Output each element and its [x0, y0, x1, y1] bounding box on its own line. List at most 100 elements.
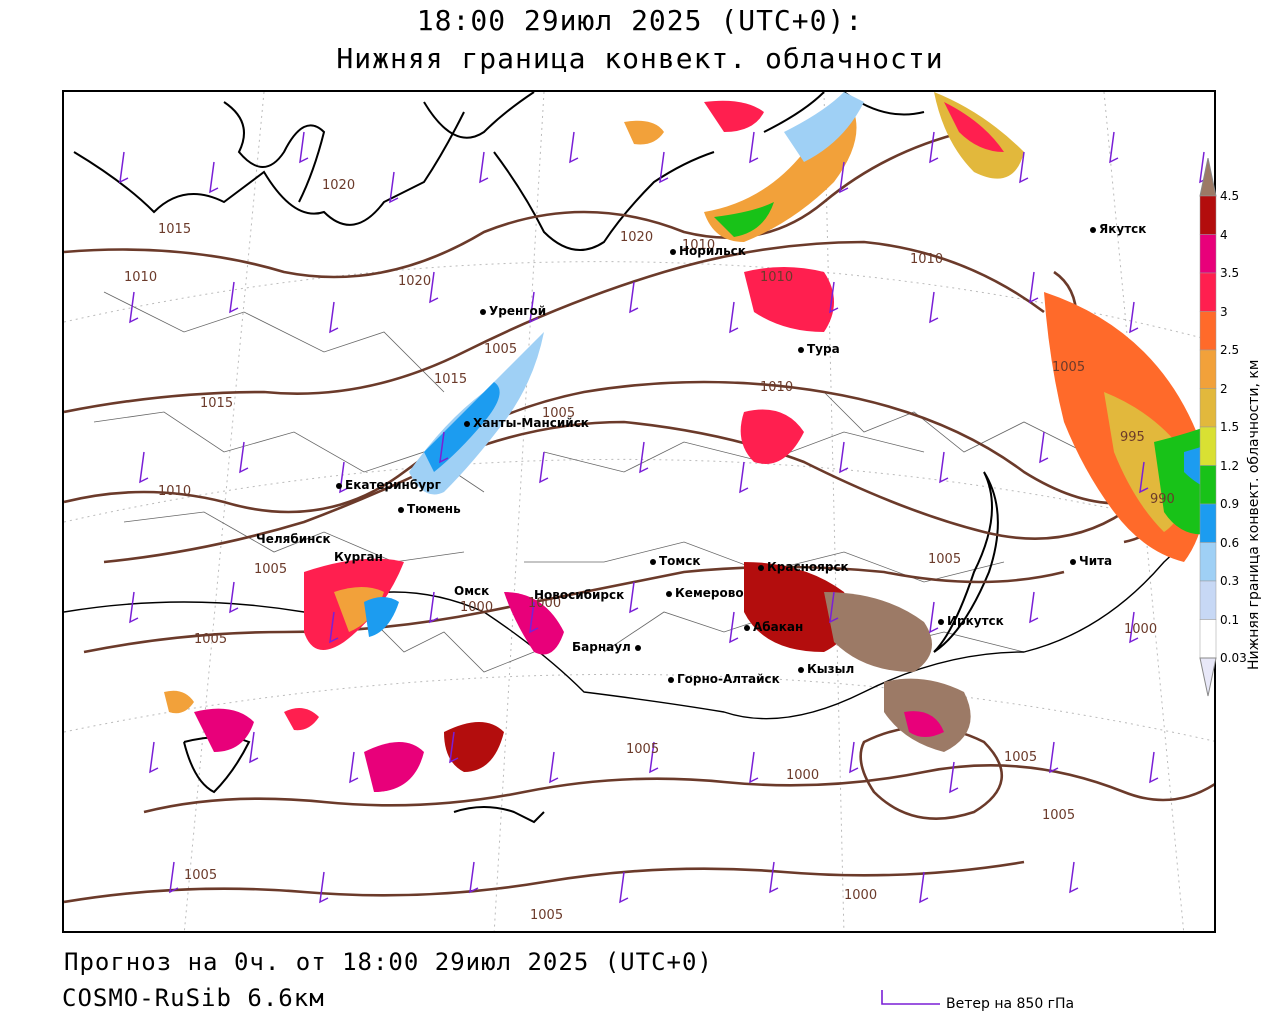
city-marker — [336, 482, 342, 489]
city-tomsk[interactable]: Томск — [650, 554, 701, 568]
isobar-label: 1005 — [542, 406, 576, 421]
forecast-info: Прогноз на 0ч. от 18:00 29июл 2025 (UTC+… — [64, 948, 713, 976]
city-barnaul[interactable]: Барнаул — [572, 640, 644, 654]
isobar-label: 1005 — [1004, 750, 1038, 765]
isobar-label: 1010 — [760, 380, 794, 395]
city-marker — [464, 420, 470, 427]
city-marker — [938, 618, 944, 625]
legend-tick-label: 3 — [1220, 304, 1228, 319]
legend-swatch — [1199, 426, 1217, 466]
city-krasnoyarsk[interactable]: Красноярск — [758, 560, 849, 574]
legend-tick-label: 1.5 — [1220, 420, 1240, 434]
legend-tick-label: 0.6 — [1220, 535, 1240, 550]
wind-legend: Ветер на 850 гПа — [880, 990, 1140, 1014]
legend-swatch — [1199, 349, 1217, 389]
legend-tick-label: 4 — [1220, 227, 1228, 242]
city-marker — [480, 308, 486, 315]
legend-swatch — [1199, 388, 1217, 428]
isobar-label: 1015 — [158, 222, 192, 237]
city-marker — [744, 624, 750, 631]
isobar-label: 1000 — [786, 768, 820, 783]
isobar-label: 1005 — [928, 552, 962, 567]
city-marker — [1070, 558, 1076, 565]
legend-swatch — [1199, 465, 1217, 505]
legend-tick-label: 2 — [1220, 381, 1228, 396]
legend-bar — [1199, 157, 1217, 697]
isobar-label: 1015 — [200, 396, 234, 411]
isobar-label: 1010 — [910, 252, 944, 267]
isobar-label: 990 — [1150, 492, 1175, 507]
legend-swatch — [1199, 503, 1217, 543]
isobar-label: 1020 — [322, 178, 356, 193]
wind-barb-icon — [881, 990, 940, 1005]
map-canvas — [64, 92, 1214, 931]
legend-arrow-top — [1199, 157, 1217, 197]
map-subtitle: Нижняя граница конвект. облачности — [336, 42, 944, 75]
legend-tick-label: 0.03 — [1220, 651, 1247, 665]
legend-swatch — [1199, 542, 1217, 582]
city-urengoy[interactable]: Уренгой — [480, 304, 546, 318]
city-marker — [798, 346, 804, 353]
legend-swatch — [1199, 580, 1217, 620]
city-chelyabinsk[interactable]: Челябинск — [256, 532, 331, 546]
isobar-label: 1000 — [528, 596, 562, 611]
city-marker — [1090, 226, 1096, 233]
city-marker — [398, 506, 404, 513]
model-name: COSMO-RuSib 6.6км — [62, 984, 325, 1012]
isobar-label: 1000 — [460, 600, 494, 615]
city-marker — [634, 644, 641, 651]
city-kyzyl[interactable]: Кызыл — [798, 662, 854, 676]
isobar-label: 1005 — [626, 742, 660, 757]
isobar-label: 1005 — [254, 562, 288, 577]
isobar-label: 1005 — [530, 908, 564, 923]
city-marker — [650, 558, 656, 565]
city-kemerovo[interactable]: Кемерово — [666, 586, 744, 600]
city-khanty-mansiysk[interactable]: Ханты-Мансийск — [464, 416, 589, 430]
isobar-label: 1005 — [184, 868, 218, 883]
isobar-label: 1020 — [620, 230, 654, 245]
map-title: 18:00 29июл 2025 (UTC+0): — [416, 4, 864, 37]
city-chita[interactable]: Чита — [1070, 554, 1112, 568]
cloud-patches — [164, 92, 1214, 792]
city-norilsk[interactable]: Норильск — [670, 244, 746, 258]
isobar-label: 1005 — [194, 632, 228, 647]
city-marker — [798, 666, 804, 673]
city-marker — [668, 676, 674, 683]
isobar-label: 1005 — [1052, 360, 1086, 375]
isobar-label: 995 — [1120, 430, 1145, 445]
city-kurgan[interactable]: Курган — [334, 550, 383, 564]
legend-swatch — [1199, 619, 1217, 659]
isobar-label: 1010 — [158, 484, 192, 499]
city-irkutsk[interactable]: Иркутск — [938, 614, 1004, 628]
isobar-label: 1000 — [1124, 622, 1158, 637]
legend-tick-label: 1.2 — [1220, 458, 1240, 473]
city-yakutsk[interactable]: Якутск — [1090, 222, 1146, 236]
legend-tick-label: 0.1 — [1220, 612, 1240, 627]
legend-title: Нижняя граница конвект. облачности, км — [1246, 359, 1262, 670]
city-gorno-altaysk[interactable]: Горно-Алтайск — [668, 672, 780, 686]
isobar-label: 1020 — [398, 274, 432, 289]
legend-swatch — [1199, 234, 1217, 274]
city-tyumen[interactable]: Тюмень — [398, 502, 461, 516]
isobar-label: 1000 — [844, 888, 878, 903]
isobar-label: 1010 — [760, 270, 794, 285]
admin-borders — [93, 291, 1085, 673]
city-marker — [758, 564, 764, 571]
legend-tick-label: 2.5 — [1220, 343, 1240, 357]
city-abakan[interactable]: Абакан — [744, 620, 803, 634]
legend-swatch — [1199, 311, 1217, 351]
city-novosibirsk[interactable]: Новосибирск — [534, 588, 625, 602]
wind-barbs — [119, 131, 1209, 904]
isobar-label: 1005 — [484, 342, 518, 357]
city-omsk[interactable]: Омск — [454, 584, 490, 598]
city-tura[interactable]: Тура — [798, 342, 840, 356]
legend-tick-label: 3.5 — [1220, 266, 1240, 280]
city-marker — [670, 248, 676, 255]
city-marker — [666, 590, 672, 597]
map-area[interactable]: 1010 1020 1015 1020 1015 1020 1010 1010 … — [62, 90, 1216, 933]
isobar-label: 1015 — [434, 372, 468, 387]
legend-tick-label: 4.5 — [1220, 189, 1240, 203]
isobars — [64, 130, 1214, 904]
isobar-label: 1010 — [682, 238, 716, 253]
city-yekaterinburg[interactable]: Екатеринбург — [336, 478, 441, 492]
